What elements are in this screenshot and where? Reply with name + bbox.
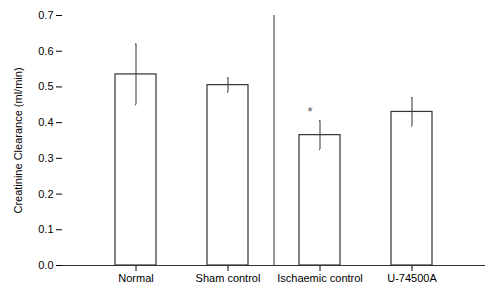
svg-text:Sham control: Sham control: [196, 272, 261, 284]
svg-text:Creatinine Clearance (ml/min): Creatinine Clearance (ml/min): [12, 67, 24, 213]
svg-text:0.3: 0.3: [38, 152, 53, 164]
svg-text:Ischaemic control: Ischaemic control: [277, 272, 363, 284]
svg-text:0.2: 0.2: [38, 188, 53, 200]
svg-text:0.1: 0.1: [38, 223, 53, 235]
svg-text:0.5: 0.5: [38, 80, 53, 92]
svg-text:0.4: 0.4: [38, 116, 53, 128]
svg-text:0.0: 0.0: [38, 259, 53, 271]
svg-text:0.7: 0.7: [38, 9, 53, 21]
svg-text:*: *: [307, 104, 312, 119]
svg-text:U-74500A: U-74500A: [387, 272, 437, 284]
svg-text:0.6: 0.6: [38, 45, 53, 57]
svg-text:Normal: Normal: [118, 272, 153, 284]
